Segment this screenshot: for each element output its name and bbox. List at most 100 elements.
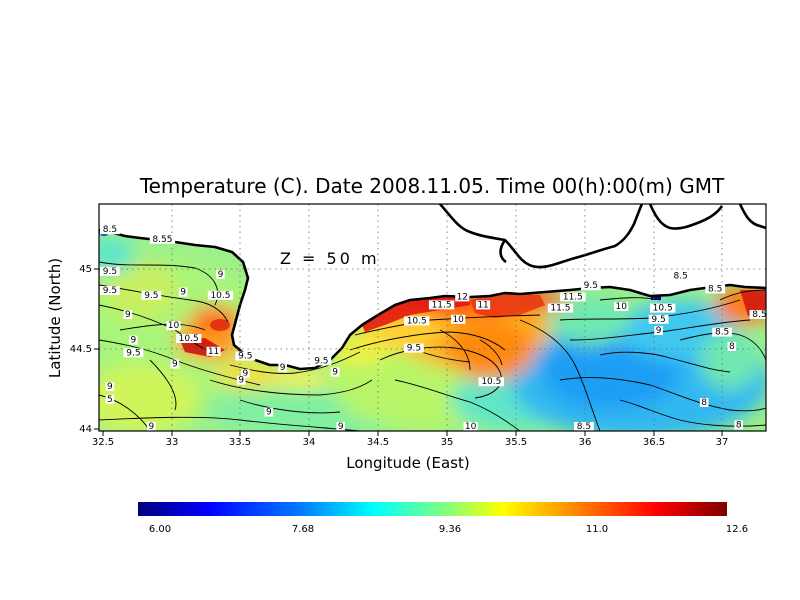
contour-label: 9 (236, 375, 246, 386)
contour-label-text: 9 (338, 422, 344, 432)
contour-label-text: 10.5 (210, 291, 230, 301)
contour-label-text: 9 (180, 288, 186, 298)
contour-label-text: 9 (656, 326, 662, 336)
contour-label-bg (175, 334, 202, 343)
contour-label-bg (650, 303, 676, 313)
contour-label-text: 8.5 (752, 310, 766, 320)
contour-label: 5 (105, 394, 115, 405)
contour-label-bg (705, 284, 726, 294)
contour-label-bg (123, 310, 133, 319)
contour-label-text: 8 (701, 398, 707, 408)
contour-label: 9 (330, 367, 340, 378)
contour-label: 9 (178, 287, 188, 298)
contour-label-bg (311, 356, 332, 366)
x-tick-label: 35 (441, 437, 454, 448)
contour-label: 8.5 (574, 422, 594, 431)
contour-label-bg (614, 302, 629, 311)
contour-label-bg (149, 234, 176, 244)
contour-label: 9.5 (100, 286, 120, 296)
contour-label: 9 (105, 382, 115, 392)
contour-label: 10.5 (774, 284, 799, 294)
contour-label: 10 (166, 321, 181, 331)
contour-label-bg (428, 300, 455, 310)
contour-label-bg (404, 316, 430, 326)
contour-label-text: 9 (125, 310, 131, 320)
plot-frame (98, 203, 767, 432)
contour-label-bg (235, 351, 256, 361)
contour-label-text: 12 (457, 292, 468, 302)
contour-label-text: 10.5 (481, 377, 501, 387)
contour-label: 12 (455, 292, 470, 302)
land-mass (99, 204, 766, 369)
x-axis-label: Longitude (East) (346, 454, 469, 472)
contour-label-text: 5 (107, 395, 113, 405)
contour-label: 11.5 (428, 300, 455, 310)
contour-label: 10.5 (650, 303, 676, 314)
contour-label-text: 9.5 (126, 348, 140, 358)
contour-label-bg (330, 367, 340, 377)
coastline (99, 204, 766, 371)
contour-label: 10.5 (404, 316, 430, 326)
contour-label-bg (784, 299, 800, 308)
contour-label: 9.5 (784, 299, 800, 309)
contour-label-bg (797, 347, 800, 356)
contour-label-bg (105, 394, 115, 404)
contour-label-bg (216, 270, 225, 279)
colorbar-tick-label: 9.36 (439, 524, 461, 535)
contour-label-text: 8 (736, 420, 742, 430)
contour-label-bg (734, 420, 744, 430)
contour-label: 10 (614, 302, 629, 312)
contour-label: 8.5 (670, 271, 691, 282)
contour-label: 9 (278, 362, 287, 373)
contour-label-text: 9 (332, 368, 338, 378)
colorbar-tick-label: 12.6 (726, 524, 748, 535)
contour-label: 8.5 (749, 310, 766, 320)
contour-label-text: 9 (172, 360, 178, 370)
contour-label-text: 9 (238, 376, 244, 386)
contour-label: 8 (734, 420, 744, 430)
contour-label-text: 9.5 (584, 281, 598, 291)
contour-label-text: 9 (280, 363, 286, 373)
y-tick-label: 45 (79, 264, 92, 275)
contour-label: 10.5 (175, 334, 202, 344)
contour-label-text: 9 (149, 422, 155, 432)
contour-label-text: 10.5 (653, 304, 673, 314)
contour-label: 9.5 (311, 356, 332, 366)
contour-label: 11 (206, 346, 221, 357)
contour-label-text: 9.5 (651, 315, 665, 325)
contour-label: 9 (123, 310, 133, 320)
colorbar-gradient (138, 502, 727, 516)
contour-label-bg (141, 290, 162, 300)
contour-label-bg (749, 310, 766, 319)
colorbar-tick-label: 11.0 (586, 524, 608, 535)
contour-label: 9 (264, 407, 274, 418)
y-axis-label: Latitude (North) (46, 258, 64, 378)
contour-label-bg (236, 375, 246, 385)
contour-label-text: 8.55 (152, 235, 172, 245)
contour-label: 10 (463, 422, 478, 431)
contour-label-bg (727, 342, 737, 351)
contour-label-bg (699, 398, 709, 407)
contour-label-bg (463, 422, 478, 431)
contour-label-bg (648, 314, 669, 324)
contour-label: 11.5 (547, 303, 574, 314)
contour-label-text: 9 (131, 336, 137, 346)
contour-label-bg (475, 300, 491, 310)
x-tick-label: 36 (579, 437, 592, 448)
contour-label-text: 9 (242, 369, 248, 379)
contour-label: 9 (129, 335, 138, 346)
tick-marks (94, 268, 723, 436)
contour-label-bg (207, 290, 234, 300)
contour-label: 9 (216, 270, 225, 280)
contour-label-text: 8.5 (715, 328, 729, 338)
x-tick-label: 36.5 (643, 437, 665, 448)
contour-label: 9 (336, 422, 346, 432)
contour-label-bg (105, 382, 115, 391)
contour-label-bg (560, 292, 586, 302)
contour-label-text: 8.5 (708, 284, 722, 294)
contour-label-bg (336, 422, 346, 431)
contour-label-text: 9.5 (103, 286, 117, 296)
colorbar-tick-label: 6.00 (149, 524, 171, 535)
contour-label-bg (166, 321, 181, 331)
y-tick-label: 44.5 (70, 344, 92, 355)
